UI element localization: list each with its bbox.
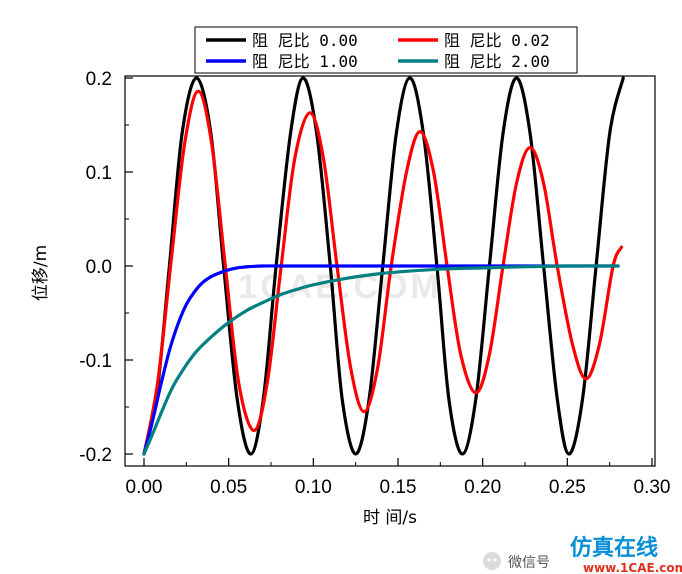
tick-marks [125, 77, 653, 466]
wechat-id-label: 微信号 [508, 555, 550, 571]
y-tick-label: 0.1 [86, 163, 112, 184]
legend-label: 阻 尼比 1.00 [252, 52, 358, 71]
y-tick-label: 0.2 [86, 69, 112, 90]
watermark-footer: 微信号 仿真在线 www.1CAE.com [483, 535, 682, 574]
plot-frame [124, 75, 656, 467]
x-tick-labels: 0.00 0.05 0.10 0.15 0.20 0.25 0.30 [126, 477, 671, 498]
x-tick-label: 0.20 [464, 477, 501, 498]
wechat-icon-eye [487, 558, 491, 562]
legend-label: 阻 尼比 0.00 [252, 31, 358, 50]
series-line-3 [142, 264, 620, 456]
x-tick-label: 0.25 [549, 477, 586, 498]
y-tick-label: 0.0 [86, 257, 112, 278]
brand-site: www.1CAE.com [583, 561, 682, 574]
series-line-2 [142, 89, 624, 456]
y-tick-label: -0.1 [79, 351, 112, 372]
legend-label: 阻 尼比 0.02 [444, 31, 550, 50]
x-tick-label: 0.15 [380, 477, 417, 498]
wechat-icon-eye [493, 558, 497, 562]
legend-label: 阻 尼比 2.00 [444, 52, 550, 71]
y-axis-title: 位移/m [31, 245, 51, 301]
y-tick-labels: -0.2 -0.1 0.0 0.1 0.2 [79, 69, 112, 466]
x-tick-label: 0.10 [295, 477, 332, 498]
x-tick-label: 0.00 [126, 477, 163, 498]
wechat-icon [483, 552, 501, 570]
legend: 阻 尼比 0.00 阻 尼比 0.02 阻 尼比 1.00 阻 尼比 2.00 [194, 26, 578, 74]
x-axis-title: 时 间/s [363, 508, 417, 528]
legend-box [194, 26, 578, 74]
x-tick-label: 0.30 [634, 477, 671, 498]
series-line-4 [142, 264, 620, 456]
y-tick-label: -0.2 [79, 445, 112, 466]
x-tick-label: 0.05 [210, 477, 247, 498]
series-layer [142, 76, 625, 456]
brand-name: 仿真在线 [570, 535, 658, 561]
